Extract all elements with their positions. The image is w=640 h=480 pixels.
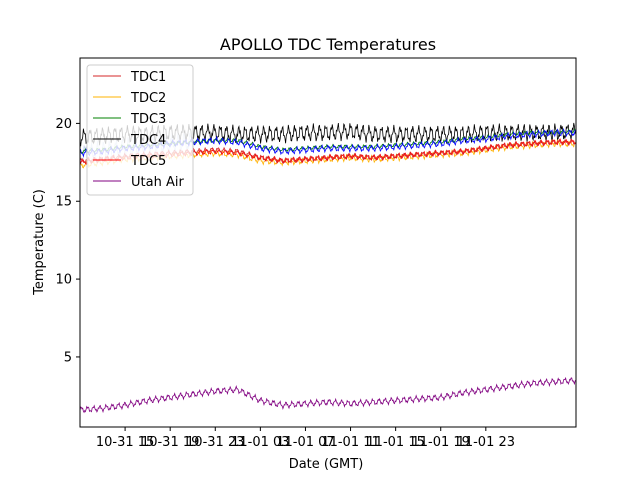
legend-entry: TDC1 — [130, 70, 166, 85]
legend: TDC1 TDC2 TDC3 TDC4 TDC5 Utah Air — [86, 64, 194, 196]
y-axis-label: Temperature (C) — [32, 189, 47, 296]
x-axis-label: Date (GMT) — [289, 457, 364, 472]
y-tick-label: 15 — [55, 195, 72, 210]
legend-entry: TDC5 — [130, 154, 166, 169]
legend-entry: TDC3 — [130, 112, 166, 127]
y-tick-label: 10 — [55, 273, 72, 288]
x-tick-label: 11-01 23 — [457, 435, 515, 450]
x-tick-label: 10-31 23 — [186, 435, 244, 450]
chart-title: APOLLO TDC Temperatures — [220, 35, 436, 54]
x-tick-label: 10-31 19 — [141, 435, 199, 450]
series-line — [80, 376, 576, 414]
legend-entry: Utah Air — [131, 175, 184, 190]
plot-frame — [79, 57, 577, 428]
legend-entry: TDC4 — [130, 133, 166, 148]
y-tick-label: 5 — [64, 350, 72, 365]
x-tick-label: 10-31 15 — [96, 435, 154, 450]
x-tick-label: 11-01 07 — [276, 435, 334, 450]
y-axis-ticks: 5 10 15 20 — [55, 117, 80, 365]
x-tick-label: 11-01 03 — [231, 435, 289, 450]
x-tick-label: 11-01 11 — [321, 435, 379, 450]
legend-entry: TDC2 — [130, 91, 166, 106]
y-tick-label: 20 — [55, 117, 72, 132]
x-tick-label: 11-01 15 — [366, 435, 424, 450]
x-tick-label: 11-01 19 — [412, 435, 470, 450]
